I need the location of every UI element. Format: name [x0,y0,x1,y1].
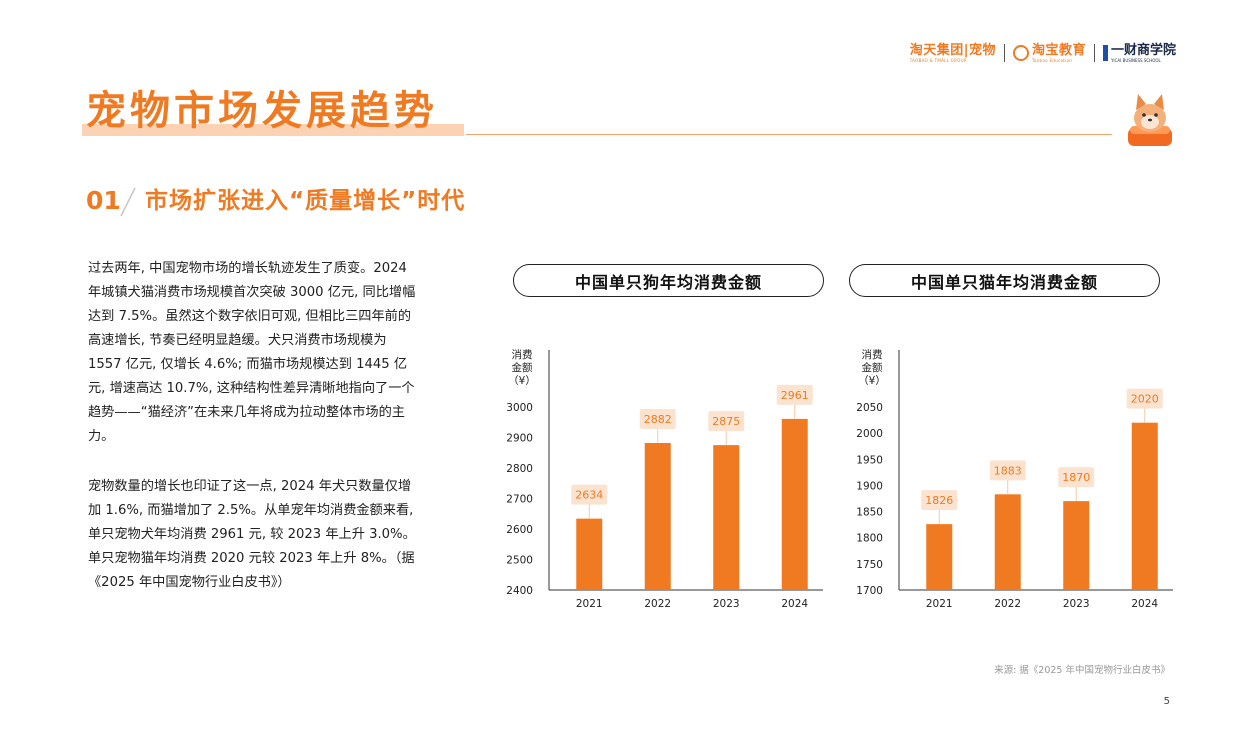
cat-ytick-label: 2050 [856,402,883,414]
section-slash-icon [120,187,136,217]
dog-bar [644,442,671,590]
section-number: 01 [86,186,121,215]
dog-value-label: 2882 [644,413,672,426]
taobao-education-logo: 淘宝教育 Taobao Education [1012,42,1086,63]
dog-value-label-box [708,411,745,432]
dog-xtick-label: 2024 [781,598,808,610]
taobao-education-logo-text: 淘宝教育 [1031,42,1086,58]
logo-divider [1003,44,1005,62]
taotian-pet-logo: 淘天集团|宠物 TAOBAO & TMALL GROUP [910,44,996,63]
cat-xtick-label: 2024 [1131,598,1158,610]
body-paragraph-1: 过去两年, 中国宠物市场的增长轨迹发生了质变。2024 年城镇犬猫消费市场规模首… [88,261,416,444]
dog-ytick-label: 2500 [506,555,533,567]
dog-ytick-label: 2400 [506,585,533,597]
page-title: 宠物市场发展趋势 [86,88,438,134]
dog-ytick-label: 2800 [506,463,533,475]
body-paragraph-2: 宠物数量的增长也印证了这一点, 2024 年犬只数量仅增加 1.6%, 而猫增加… [88,479,416,590]
taobao-education-logo-sub: Taobao Education [1031,57,1073,63]
cat-ytick-label: 1750 [856,559,883,571]
dog-value-label-box [571,484,608,505]
source-note: 来源: 据《2025 年中国宠物行业白皮书》 [994,665,1170,676]
cat-xtick-label: 2022 [994,598,1021,610]
cat-value-label: 2020 [1131,393,1159,406]
cat-bar [1063,501,1090,590]
dog-xtick-label: 2022 [644,598,671,610]
dog-bar [781,418,808,590]
cat-ytick-label: 2000 [856,428,883,440]
dog-chart-title: 中国单只狗年均消费金额 [513,264,824,297]
cat-ytick-label: 1850 [856,507,883,519]
cat-bar [926,524,953,590]
cat-value-label-box [1126,388,1163,409]
dog-value-label-box [639,408,676,429]
cat-ylabel-line: （¥） [858,375,886,387]
cat-bar [994,494,1021,590]
logo-divider [1093,44,1095,62]
cat-ytick-label: 1900 [856,480,883,492]
dog-value-label-box [776,384,813,405]
cat-bar [1131,422,1158,590]
cat-ylabel-line: 消费 [862,348,883,361]
dog-xtick-label: 2021 [576,598,603,610]
cat-value-label: 1826 [925,494,953,507]
dog-ylabel-line: （¥） [508,375,536,387]
dog-ytick-label: 3000 [506,402,533,414]
dog-bar [576,518,603,590]
dog-xtick-label: 2023 [713,598,740,610]
shiba-mascot-icon [1128,94,1172,146]
yicai-icon [1102,45,1108,61]
title-underline [466,134,1112,135]
dog-ytick-label: 2900 [506,433,533,445]
yicai-logo-sub: YICAI BUSINESS SCHOOL [1110,57,1161,63]
taobao-education-icon [1012,45,1029,61]
yicai-logo: 一财商学院 YICAI BUSINESS SCHOOL [1102,42,1176,63]
header-logos: 淘天集团|宠物 TAOBAO & TMALL GROUP 淘宝教育 Taobao… [910,40,1176,66]
cat-ytick-label: 1800 [856,533,883,545]
cat-xtick-label: 2021 [926,598,953,610]
taotian-pet-logo-text: 淘天集团|宠物 [909,42,996,58]
dog-ylabel-line: 金额 [512,361,533,374]
cat-ytick-label: 1950 [856,454,883,466]
dog-bar [713,445,740,590]
cat-value-label-box [1058,467,1095,488]
cat-value-label-box [989,460,1026,481]
cat-ytick-label: 1700 [856,585,883,597]
dog-value-label: 2961 [781,389,809,402]
cat-ylabel-line: 金额 [862,361,883,374]
dog-ylabel-line: 消费 [512,348,533,361]
dog-value-label: 2634 [575,489,603,502]
taotian-pet-logo-sub: TAOBAO & TMALL GROUP [909,57,967,63]
page-number: 5 [1163,696,1170,707]
cat-value-label: 1883 [994,464,1022,477]
dog-spending-bar-chart: 消费金额（¥） 2400 2500 2600 2700 2800 2900 3000 2634 2… [506,348,823,610]
dog-ytick-label: 2700 [506,494,533,506]
cat-spending-bar-chart: 消费金额（¥） 1700 1750 1800 1850 1900 1950 2000 2050 1… [856,348,1173,610]
title-highlight [82,124,464,136]
dog-ytick-label: 2600 [506,524,533,536]
section-title: 市场扩张进入“质量增长”时代 [145,188,466,214]
dog-value-label: 2875 [712,415,740,428]
yicai-logo-text: 一财商学院 [1110,42,1176,58]
cat-value-label: 1870 [1062,471,1090,484]
cat-chart-title: 中国单只猫年均消费金额 [849,264,1160,297]
cat-value-label-box [921,490,958,511]
cat-xtick-label: 2023 [1063,598,1090,610]
